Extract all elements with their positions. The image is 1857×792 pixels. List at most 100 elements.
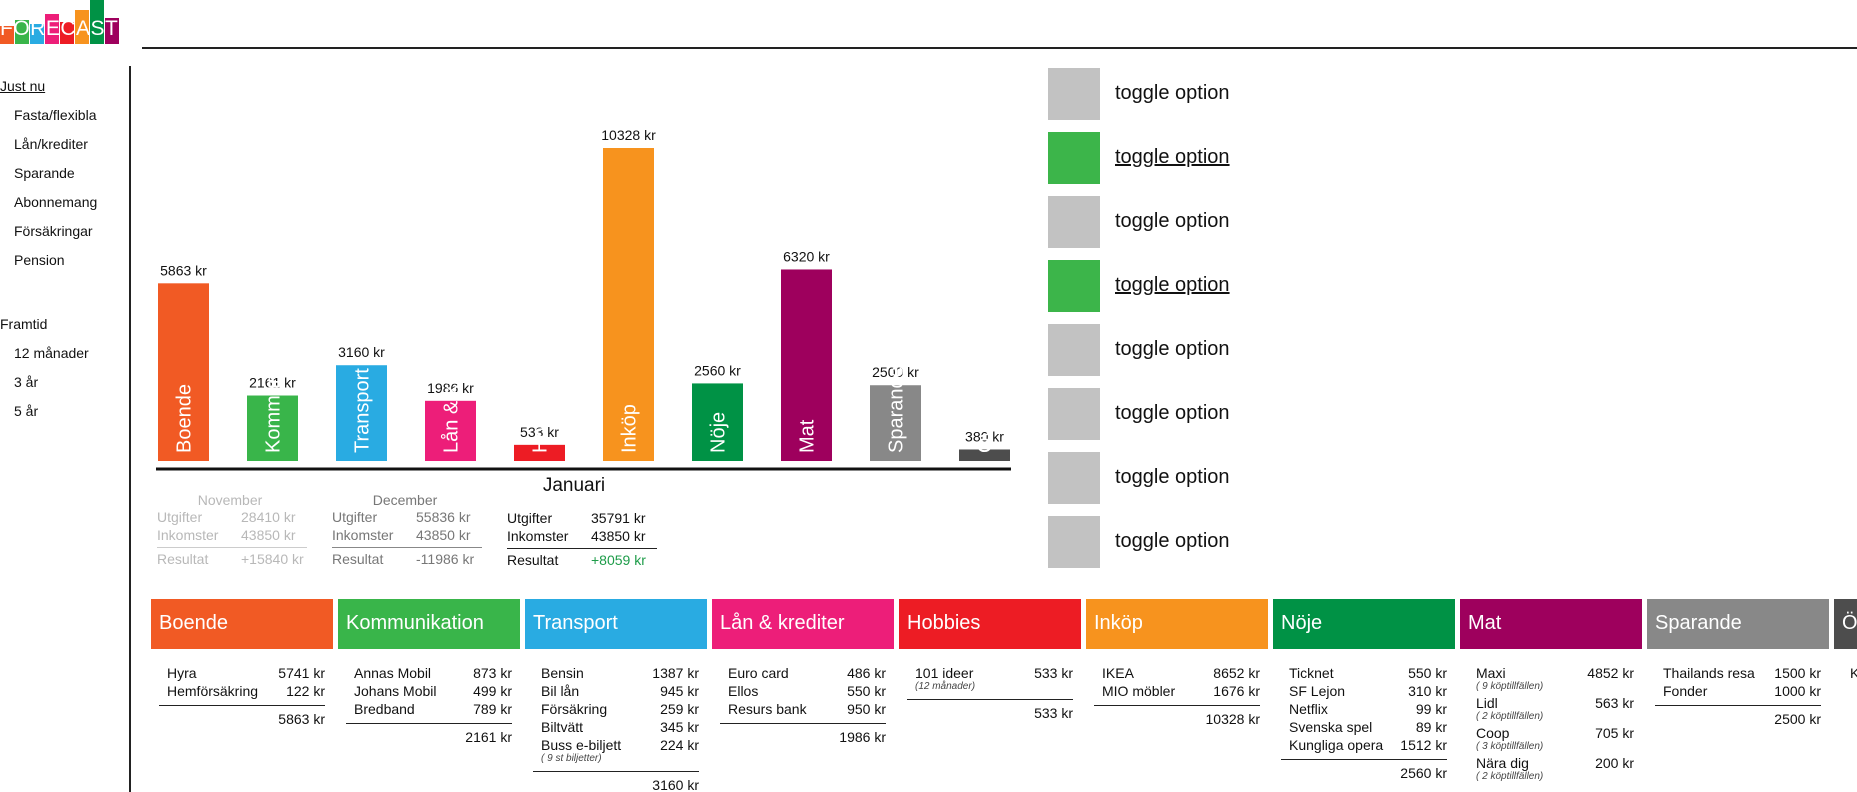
bar-9[interactable]	[959, 449, 1010, 461]
bar-8[interactable]	[870, 385, 921, 461]
toggle-label[interactable]: toggle option	[1115, 210, 1230, 232]
sidebar-item-5-ar[interactable]: 5 år	[14, 403, 39, 419]
category-panel-header[interactable]: Nöje	[1273, 599, 1455, 649]
bar-category-label-9: Övrigt	[975, 399, 997, 453]
category-item: Biltvätt 345 kr	[533, 719, 699, 737]
category-total: 1986 kr	[839, 729, 886, 745]
category-panel-1: Kommunikation Annas Mobil 873 kr Johans Mob…	[338, 599, 520, 792]
bar-3[interactable]	[425, 400, 476, 461]
toggle-option-0[interactable]: toggle option	[1048, 68, 1348, 120]
toggle-label[interactable]: toggle option	[1115, 530, 1230, 552]
toggle-label[interactable]: toggle option	[1115, 466, 1230, 488]
toggle-label[interactable]: toggle option	[1115, 274, 1230, 296]
bar-4[interactable]	[514, 444, 565, 461]
bar-value-label-5: 10328 kr	[601, 127, 656, 143]
sidebar-section-framtid[interactable]: Framtid	[0, 316, 48, 332]
summary-january-income: 43850 kr	[591, 528, 646, 544]
bar-value-label-3: 1986 kr	[427, 380, 474, 396]
summary-november-result: +15840 kr	[241, 551, 304, 567]
category-item: SF Lejon 310 kr	[1281, 683, 1447, 701]
category-total-divider	[907, 699, 1073, 700]
sidebar-section-just-nu[interactable]: Just nu	[0, 78, 46, 94]
forecast-logo[interactable]: FORECAST	[0, 0, 125, 44]
category-panel-header[interactable]: Mat	[1460, 599, 1642, 649]
toggle-option-3[interactable]: toggle option	[1048, 260, 1348, 312]
category-panel-header[interactable]: Kommunikation	[338, 599, 520, 649]
toggle-option-7[interactable]: toggle option	[1048, 516, 1348, 568]
toggle-checkbox[interactable]	[1048, 452, 1100, 504]
category-total: 3160 kr	[652, 777, 699, 792]
summary-december-result-label: Resultat	[332, 551, 384, 567]
sidebar-item-12-manader[interactable]: 12 månader	[14, 345, 89, 361]
toggle-checkbox[interactable]	[1048, 132, 1100, 184]
bar-1[interactable]	[247, 395, 298, 461]
bar-category-label-2: Transport	[352, 368, 374, 453]
toggle-checkbox[interactable]	[1048, 196, 1100, 248]
toggle-option-4[interactable]: toggle option	[1048, 324, 1348, 376]
category-panel-header[interactable]: Öv	[1834, 599, 1857, 649]
category-panel-header[interactable]: Lån & krediter	[712, 599, 894, 649]
bar-5[interactable]	[603, 148, 654, 461]
toggle-option-6[interactable]: toggle option	[1048, 452, 1348, 504]
category-item: Hyra 5741 kr	[159, 665, 325, 683]
category-item: Ki	[1842, 665, 1857, 683]
category-item-name: Lidl	[1476, 695, 1498, 711]
bar-value-label-2: 3160 kr	[338, 344, 385, 360]
toggle-checkbox[interactable]	[1048, 68, 1100, 120]
category-panel-header[interactable]: Hobbies	[899, 599, 1081, 649]
bar-0[interactable]	[158, 283, 209, 461]
toggle-checkbox[interactable]	[1048, 516, 1100, 568]
category-panel-items: Ticknet 550 kr SF Lejon 310 kr Netflix 99 kr S…	[1281, 665, 1447, 781]
category-item-name: Ticknet	[1289, 665, 1334, 681]
category-item-name: SF Lejon	[1289, 683, 1346, 699]
bar-2[interactable]	[336, 365, 387, 461]
category-item: Ellos 550 kr	[720, 683, 886, 701]
toggle-label[interactable]: toggle option	[1115, 338, 1230, 360]
toggle-label[interactable]: toggle option	[1115, 146, 1230, 168]
toggle-checkbox[interactable]	[1048, 388, 1100, 440]
category-item: Resurs bank 950 kr	[720, 701, 886, 719]
category-panel-header[interactable]: Transport	[525, 599, 707, 649]
category-item-value: 705 kr	[1595, 725, 1634, 741]
sidebar-item-pension[interactable]: Pension	[14, 252, 65, 268]
bar-value-label-8: 2500 kr	[872, 364, 919, 380]
bar-7[interactable]	[781, 269, 832, 461]
header-divider	[142, 47, 1857, 49]
category-total: 2500 kr	[1774, 711, 1821, 727]
category-item: Bredband 789 kr	[346, 701, 512, 719]
sidebar-item-sparande[interactable]: Sparande	[14, 165, 75, 181]
category-item: 101 ideer 533 kr (12 månader)	[907, 665, 1073, 695]
sidebar-item-lan-krediter[interactable]: Lån/krediter	[14, 136, 88, 152]
category-item-value: 4852 kr	[1587, 665, 1634, 681]
category-panel-header[interactable]: Inköp	[1086, 599, 1268, 649]
toggle-checkbox[interactable]	[1048, 324, 1100, 376]
category-total: 10328 kr	[1205, 711, 1260, 727]
category-panel-header[interactable]: Sparande	[1647, 599, 1829, 649]
toggle-label[interactable]: toggle option	[1115, 82, 1230, 104]
toggle-option-2[interactable]: toggle option	[1048, 196, 1348, 248]
category-item-name: Euro card	[728, 665, 789, 681]
category-total-divider	[1655, 705, 1821, 706]
summary-december-expenses: 55836 kr	[416, 509, 471, 525]
category-panel-header[interactable]: Boende	[151, 599, 333, 649]
category-item-name: Hyra	[167, 665, 197, 681]
bar-6[interactable]	[692, 383, 743, 461]
logo-bar	[60, 22, 74, 44]
toggle-option-1[interactable]: toggle option	[1048, 132, 1348, 184]
sidebar-item-fasta-flexibla[interactable]: Fasta/flexibla	[14, 107, 97, 123]
category-item: Svenska spel 89 kr	[1281, 719, 1447, 737]
category-item-value: 486 kr	[847, 665, 886, 681]
summary-january-result: +8059 kr	[591, 552, 646, 568]
toggle-label[interactable]: toggle option	[1115, 402, 1230, 424]
toggle-checkbox[interactable]	[1048, 260, 1100, 312]
category-item-name: Svenska spel	[1289, 719, 1373, 735]
category-panel-7: Mat Maxi 4852 kr ( 9 köptillfällen) Lidl 563 …	[1460, 599, 1642, 792]
category-item-value: 1512 kr	[1400, 737, 1447, 753]
category-item-name: Bensin	[541, 665, 584, 681]
sidebar-item-abonnemang[interactable]: Abonnemang	[14, 194, 98, 210]
sidebar-item-3-ar[interactable]: 3 år	[14, 374, 39, 390]
bar-category-label-1: Kommunikation	[263, 315, 285, 453]
category-total: 2560 kr	[1400, 765, 1447, 781]
toggle-option-5[interactable]: toggle option	[1048, 388, 1348, 440]
sidebar-item-forsakringar[interactable]: Försäkringar	[14, 223, 93, 239]
